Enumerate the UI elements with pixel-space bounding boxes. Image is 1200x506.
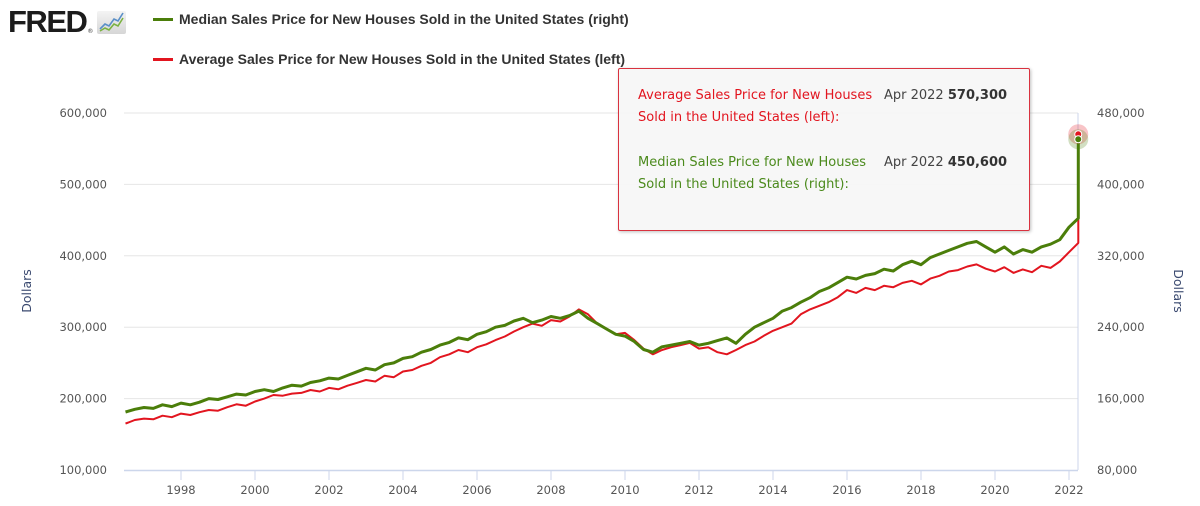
y-tick-label-right: 160,000 [1097,392,1145,406]
y-tick-label-left: 400,000 [59,249,107,263]
y-tick-label-right: 240,000 [1097,320,1145,334]
x-tick-label: 2016 [832,483,861,497]
y-tick-label-right: 480,000 [1097,106,1145,120]
x-tick-label: 2004 [388,483,417,497]
x-tick-label: 2018 [906,483,935,497]
y-tick-label-right: 80,000 [1097,463,1137,477]
x-tick-label: 2002 [314,483,343,497]
tooltip-average-date: Apr 2022 [884,88,944,103]
legend-item-average[interactable]: Average Sales Price for New Houses Sold … [153,51,625,67]
legend-swatch-median [153,17,173,21]
fred-chart-icon [97,10,127,34]
x-tick-label: 2006 [462,483,491,497]
hover-markers [1068,124,1089,150]
x-tick-label: 2014 [758,483,787,497]
tooltip-average-number: 570,300 [947,88,1008,103]
tooltip-average-name: Average Sales Price for New Houses Sold … [638,88,873,125]
x-tick-label: 2022 [1054,483,1083,497]
hover-point-median [1074,135,1083,144]
y-tick-label-left: 200,000 [59,392,107,406]
axes: 100,000 80,000 200,000 160,000 300,000 240,00… [59,106,1144,497]
tooltip: Average Sales Price for New Houses Sold … [618,68,1030,231]
y-tick-label-right: 400,000 [1097,177,1145,191]
series-line-median [125,139,1080,414]
tooltip-median-name: Median Sales Price for New Houses Sold i… [638,155,867,192]
x-tick-label: 2020 [980,483,1009,497]
fred-logo-text: FRED [8,4,88,39]
y-tick-label-right: 320,000 [1097,249,1145,263]
legend-label-median: Median Sales Price for New Houses Sold i… [179,11,629,27]
y-axis-title-right: Dollars [1171,269,1186,313]
x-tick-label: 2008 [536,483,565,497]
fred-logo[interactable]: FRED ® [8,6,127,37]
series-lines [125,134,1080,425]
legend-swatch-average [153,57,173,61]
x-tick-label: 2000 [240,483,269,497]
x-tick-label: 2010 [610,483,639,497]
tooltip-median-value: Apr 2022 450,600 [884,152,1007,174]
legend-label-average: Average Sales Price for New Houses Sold … [179,51,626,67]
y-tick-label-left: 600,000 [59,106,107,120]
tooltip-median-date: Apr 2022 [884,155,944,170]
tooltip-median-number: 450,600 [947,155,1008,170]
x-tick-label: 1998 [166,483,195,497]
y-tick-label-left: 500,000 [59,177,107,191]
tooltip-average-value: Apr 2022 570,300 [884,85,1007,107]
x-tick-label: 2012 [684,483,713,497]
y-axis-title-left: Dollars [19,269,34,313]
y-tick-label-left: 300,000 [59,320,107,334]
registered-mark: ® [87,28,94,35]
y-tick-label-left: 100,000 [59,463,107,477]
legend-item-median[interactable]: Median Sales Price for New Houses Sold i… [153,11,629,27]
